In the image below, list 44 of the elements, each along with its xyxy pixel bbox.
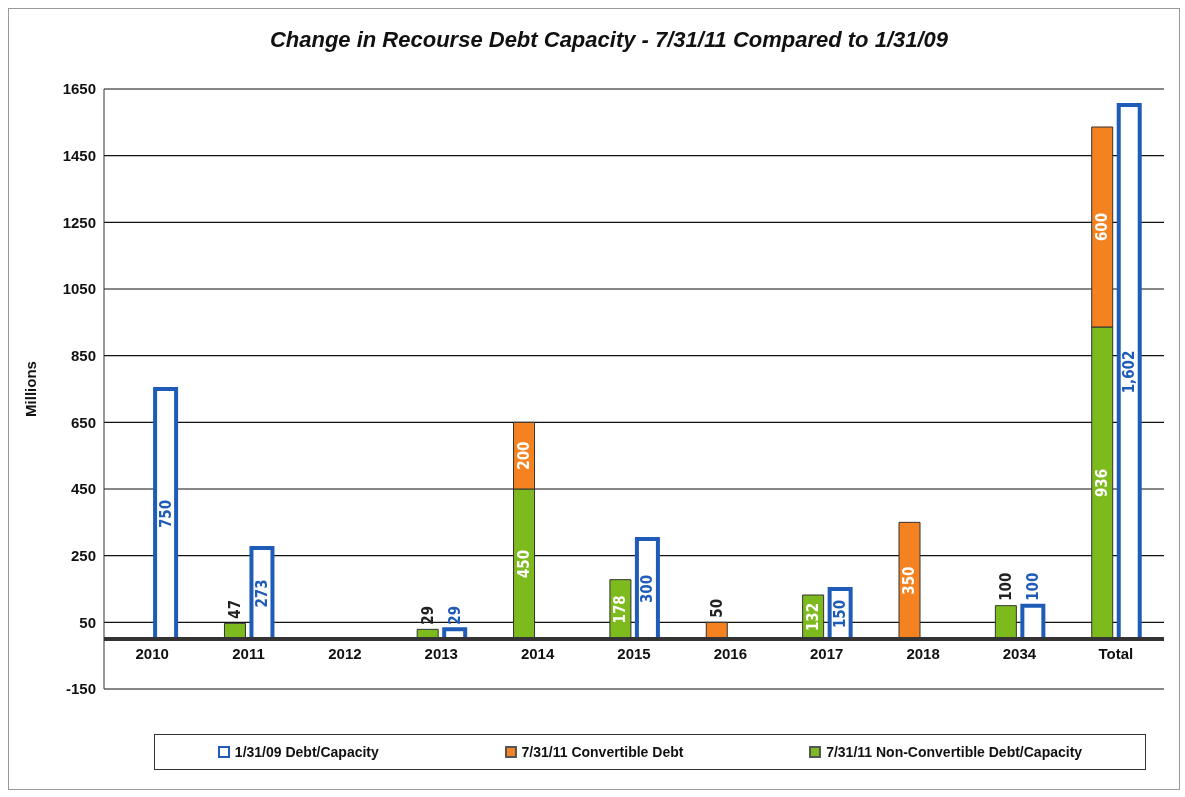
- x-tick-label: 2034: [1002, 645, 1037, 662]
- y-tick-label: 450: [70, 480, 96, 498]
- data-label: 50: [707, 598, 726, 618]
- x-tick-label: 2010: [135, 645, 169, 662]
- x-tick-label: 2015: [617, 645, 651, 662]
- data-label: 100: [1023, 572, 1042, 601]
- x-tick-label: 2011: [232, 645, 265, 662]
- x-tick-label: 2016: [713, 645, 748, 662]
- data-label: 178: [611, 595, 630, 624]
- data-label: 1,602: [1120, 350, 1139, 394]
- x-tick-label: 2012: [328, 645, 362, 662]
- data-label: 100: [996, 572, 1015, 601]
- data-label: 936: [1093, 468, 1112, 498]
- y-tick-label: 250: [70, 546, 96, 564]
- data-label: 750: [156, 499, 175, 529]
- y-tick-label: 1650: [62, 80, 96, 98]
- y-tick-label: -150: [65, 680, 96, 698]
- legend-label: 7/31/11 Non-Convertible Debt/Capacity: [825, 744, 1083, 760]
- data-label: 450: [515, 549, 534, 579]
- data-label: 600: [1093, 212, 1112, 242]
- data-label: 273: [252, 579, 271, 608]
- x-tick-label: 2017: [810, 645, 844, 662]
- data-label: 350: [900, 566, 919, 595]
- y-tick-label: 650: [70, 413, 96, 431]
- x-tick-label: 2018: [906, 645, 940, 662]
- y-tick-label: 1050: [62, 280, 96, 298]
- y-tick-label: 850: [70, 346, 96, 364]
- data-label: 200: [515, 441, 534, 470]
- y-tick-label: 1450: [62, 146, 96, 164]
- data-label: 132: [804, 602, 823, 632]
- legend-label: 7/31/11 Convertible Debt: [520, 744, 684, 760]
- data-label: 300: [638, 574, 657, 604]
- x-tick-label: Total: [1098, 645, 1134, 662]
- x-tick-label: 2014: [520, 645, 555, 662]
- y-tick-label: 1250: [62, 213, 96, 231]
- legend-label: 1/31/09 Debt/Capacity: [233, 744, 379, 760]
- data-label: 47: [225, 599, 244, 619]
- chart-title: Change in Recourse Debt Capacity - 7/31/11 Compared to 1/31/09: [268, 27, 950, 53]
- data-label: 29: [418, 605, 437, 625]
- data-label: 29: [445, 605, 464, 625]
- data-label: 150: [831, 599, 850, 629]
- y-tick-label: 50: [79, 613, 96, 631]
- x-tick-label: 2013: [424, 645, 458, 662]
- y-axis-title: Millions: [22, 361, 40, 417]
